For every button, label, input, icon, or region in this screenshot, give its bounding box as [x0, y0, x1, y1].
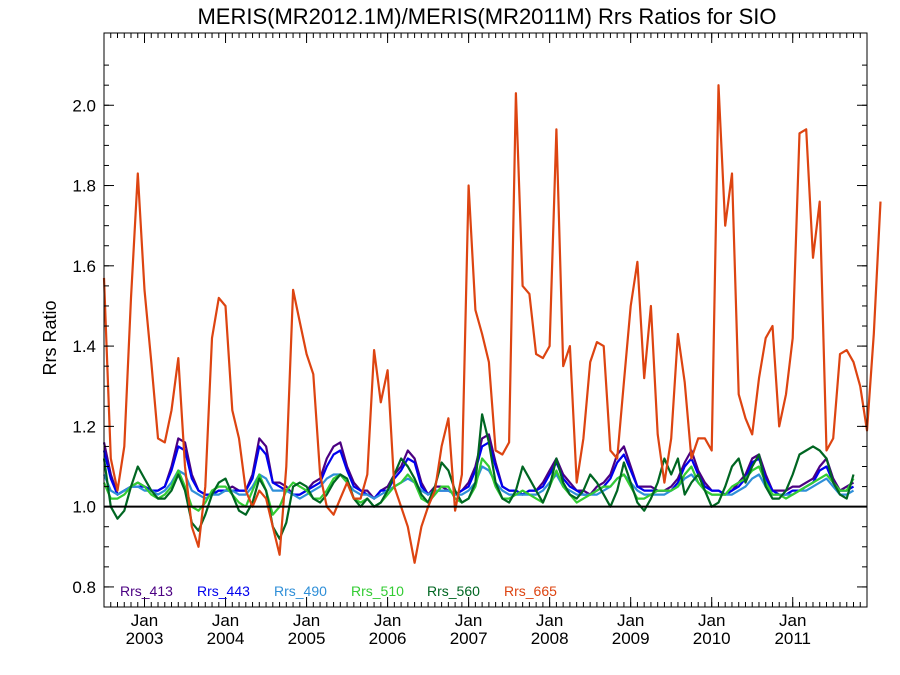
legend-item-rrs-443: Rrs_443 [197, 583, 250, 599]
x-tick-month-label: Jan [536, 611, 563, 630]
x-tick-month-label: Jan [374, 611, 401, 630]
x-tick-month-label: Jan [131, 611, 158, 630]
x-tick-month-label: Jan [455, 611, 482, 630]
x-tick-year-label: 2009 [612, 629, 650, 648]
series-line-rrs-560 [102, 413, 855, 540]
axes: 0.81.01.21.41.61.82.0Jan2003Jan2004Jan20… [72, 33, 868, 648]
legend-item-rrs-560: Rrs_560 [427, 583, 480, 599]
x-tick-month-label: Jan [698, 611, 725, 630]
x-tick-month-label: Jan [293, 611, 320, 630]
series-layer [102, 84, 882, 564]
y-tick-label: 1.0 [72, 498, 96, 517]
x-tick-month-label: Jan [617, 611, 644, 630]
series-line-rrs-665 [102, 84, 882, 564]
y-tick-label: 1.4 [72, 337, 96, 356]
legend-item-rrs-665: Rrs_665 [504, 583, 557, 599]
x-tick-year-label: 2005 [288, 629, 326, 648]
chart-title: MERIS(MR2012.1M)/MERIS(MR2011M) Rrs Rati… [197, 4, 776, 29]
plot-frame [103, 32, 868, 608]
x-tick-year-label: 2011 [774, 629, 811, 648]
y-axis-label: Rrs Ratio [40, 300, 60, 375]
x-tick-year-label: 2008 [531, 629, 569, 648]
legend-item-rrs-510: Rrs_510 [351, 583, 404, 599]
series-line-rrs-510 [102, 457, 855, 516]
x-tick-month-label: Jan [779, 611, 806, 630]
x-tick-month-label: Jan [212, 611, 239, 630]
y-tick-label: 1.6 [72, 257, 96, 276]
x-tick-year-label: 2010 [693, 629, 731, 648]
legend: Rrs_413 Rrs_443 Rrs_490 Rrs_510 Rrs_560 Rrs_6… [120, 583, 557, 599]
legend-item-rrs-490: Rrs_490 [274, 583, 327, 599]
x-tick-year-label: 2007 [450, 629, 488, 648]
x-tick-year-label: 2004 [207, 629, 245, 648]
legend-item-rrs-413: Rrs_413 [120, 583, 173, 599]
y-tick-label: 1.8 [72, 177, 96, 196]
y-tick-label: 2.0 [72, 96, 96, 115]
x-tick-year-label: 2006 [369, 629, 407, 648]
y-tick-label: 1.2 [72, 417, 96, 436]
x-tick-year-label: 2003 [126, 629, 164, 648]
y-tick-label: 0.8 [72, 578, 96, 597]
